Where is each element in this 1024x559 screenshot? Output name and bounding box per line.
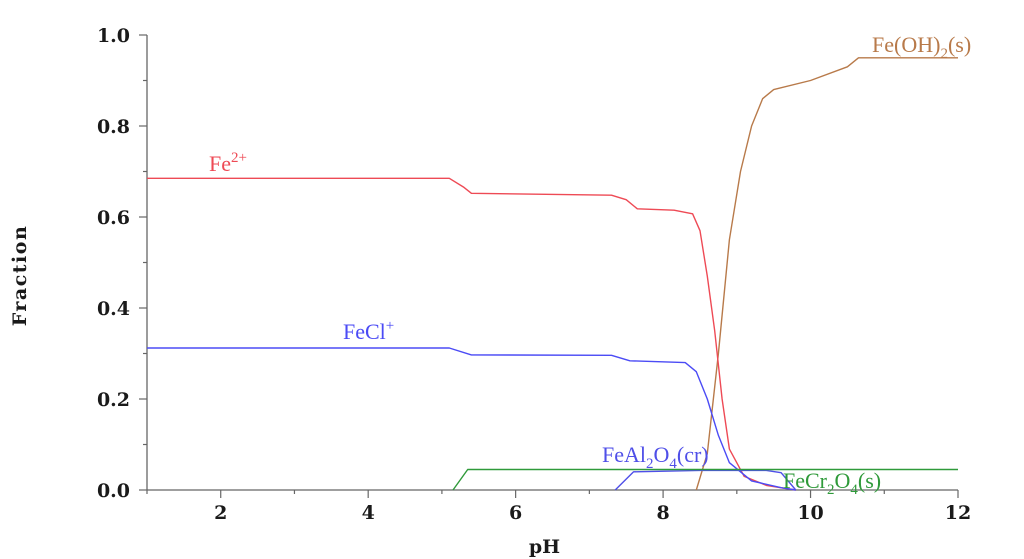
x-axis-title: pH	[529, 536, 560, 558]
series-line-fe-oh-2-s	[695, 57, 958, 491]
series-label-fe2: Fe2+	[209, 150, 247, 176]
series-line-fecr2o4-s	[452, 468, 958, 491]
x-tick-label: 8	[656, 502, 669, 524]
x-tick-label: 6	[509, 502, 522, 524]
y-tick-label: 0.8	[97, 116, 130, 138]
x-tick-label: 12	[945, 502, 971, 524]
x-tick-label: 4	[362, 502, 375, 524]
series-line-feal2o4-cr	[614, 469, 797, 491]
series-lines	[147, 57, 958, 491]
series-label-feal2o4-cr: FeAl2O4(cr)	[602, 442, 709, 472]
y-axis-title: Fraction	[9, 225, 31, 327]
series-label-fe-oh-2-s: Fe(OH)2(s)	[872, 32, 971, 62]
series-label-fecr2o4-s: FeCr2O4(s)	[783, 468, 881, 498]
x-tick-label: 10	[797, 502, 823, 524]
series-line-fe2	[147, 177, 796, 491]
series-line-fecl	[147, 347, 796, 491]
x-tick-label: 2	[214, 502, 227, 524]
series-labels: Fe(OH)2(s) Fe2+ FeCl+ FeAl2O4(cr) FeCr2O4(s)	[209, 32, 971, 498]
y-tick-label: 0.0	[97, 480, 130, 502]
y-tick-label: 0.6	[97, 207, 130, 229]
series-label-fecl: FeCl+	[343, 318, 394, 344]
axes: 0.0 0.2 0.4 0.6 0.8 1.0 2 4 6 8 10 12	[97, 25, 971, 524]
y-tick-label: 1.0	[97, 25, 130, 47]
y-tick-label: 0.4	[97, 298, 130, 320]
y-tick-label: 0.2	[97, 389, 130, 411]
